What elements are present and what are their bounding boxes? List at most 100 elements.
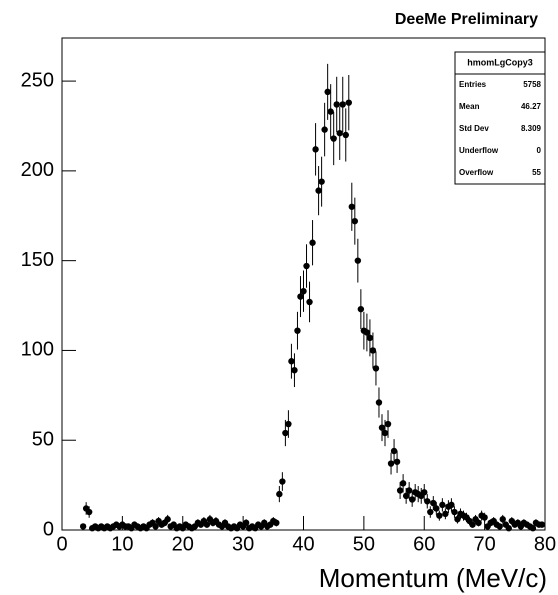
data-point xyxy=(399,480,407,487)
data-point xyxy=(351,217,359,225)
data-point xyxy=(433,505,440,512)
y-tick-label: 200 xyxy=(21,159,54,181)
x-tick-label: 30 xyxy=(232,533,254,555)
y-tick-label: 0 xyxy=(43,518,54,540)
data-point xyxy=(327,108,334,115)
data-point xyxy=(85,508,93,516)
x-axis-title: Momentum (MeV/c) xyxy=(319,563,547,593)
x-tick-label: 50 xyxy=(353,533,375,555)
data-point xyxy=(469,521,476,528)
data-point xyxy=(454,516,461,523)
stats-box xyxy=(454,51,546,185)
data-point xyxy=(402,492,410,500)
data-point xyxy=(164,516,171,523)
data-point xyxy=(538,521,546,528)
data-point xyxy=(345,99,352,106)
stats-label: Std Dev xyxy=(459,124,489,133)
y-tick-label: 100 xyxy=(21,339,54,361)
data-point xyxy=(378,424,386,431)
data-point xyxy=(242,519,250,527)
x-tick-label: 80 xyxy=(534,533,556,555)
data-point xyxy=(330,135,337,142)
stats-value: 55 xyxy=(532,168,541,177)
stats-value: 8.309 xyxy=(521,124,542,133)
data-point xyxy=(306,298,313,306)
y-tick-label: 150 xyxy=(21,249,54,271)
data-point xyxy=(276,490,283,498)
data-point xyxy=(363,329,371,336)
data-point xyxy=(496,523,503,530)
data-point xyxy=(381,429,389,437)
stats-value: 0 xyxy=(537,146,542,155)
data-point xyxy=(499,516,506,523)
x-tick-label: 10 xyxy=(111,533,133,555)
stats-label: Entries xyxy=(459,80,487,89)
data-point xyxy=(303,262,310,270)
data-point xyxy=(300,287,307,295)
data-point xyxy=(315,187,322,194)
data-point xyxy=(309,239,316,246)
data-point xyxy=(390,447,398,455)
stats-label: Mean xyxy=(459,102,480,111)
data-point xyxy=(427,508,434,516)
x-tick-label: 0 xyxy=(56,533,67,555)
x-tick-label: 70 xyxy=(474,533,496,555)
stats-label: Underflow xyxy=(459,146,499,155)
data-point xyxy=(430,499,437,507)
stats-title: hmomLgCopy3 xyxy=(467,57,533,67)
data-point xyxy=(324,88,331,96)
data-point xyxy=(336,129,343,137)
data-point xyxy=(366,334,374,342)
x-tick-label: 40 xyxy=(292,533,314,555)
data-point xyxy=(529,525,537,532)
data-point xyxy=(318,178,325,185)
data-point xyxy=(342,131,349,139)
data-point xyxy=(405,487,413,494)
data-point xyxy=(396,487,404,494)
data-point xyxy=(152,523,159,530)
data-point xyxy=(505,525,512,532)
data-point xyxy=(348,203,355,210)
data-point xyxy=(297,293,304,300)
data-point xyxy=(339,101,346,108)
data-point xyxy=(369,347,377,354)
y-tick-label: 250 xyxy=(21,69,54,91)
data-point xyxy=(321,126,328,133)
data-point xyxy=(312,146,319,153)
data-point xyxy=(408,496,416,503)
stats-label: Overflow xyxy=(459,168,494,177)
data-point xyxy=(393,458,401,465)
data-point xyxy=(442,510,449,518)
data-point xyxy=(291,366,298,374)
data-point xyxy=(273,519,280,527)
data-point xyxy=(282,429,289,437)
data-point xyxy=(424,498,431,505)
y-tick-label: 50 xyxy=(32,429,54,451)
data-point xyxy=(451,508,458,516)
data-point xyxy=(357,305,365,313)
data-point xyxy=(384,420,392,428)
data-point xyxy=(387,460,395,467)
data-point xyxy=(481,514,488,521)
data-point xyxy=(375,399,383,406)
data-point xyxy=(288,358,295,365)
data-point xyxy=(354,257,362,264)
data-point xyxy=(279,478,286,485)
chart-title: DeeMe Preliminary xyxy=(395,11,538,28)
x-tick-label: 60 xyxy=(413,533,435,555)
x-tick-label: 20 xyxy=(172,533,194,555)
data-point xyxy=(421,489,428,496)
data-point xyxy=(448,501,455,509)
stats-value: 46.27 xyxy=(521,102,542,111)
data-point xyxy=(79,523,87,530)
stats-value: 5758 xyxy=(523,80,541,89)
data-point xyxy=(285,420,292,428)
data-point xyxy=(203,521,211,528)
data-point xyxy=(294,327,301,334)
data-point xyxy=(439,501,446,509)
data-point xyxy=(436,512,443,519)
data-point xyxy=(475,519,482,527)
data-point xyxy=(333,101,340,108)
data-point xyxy=(372,365,380,372)
